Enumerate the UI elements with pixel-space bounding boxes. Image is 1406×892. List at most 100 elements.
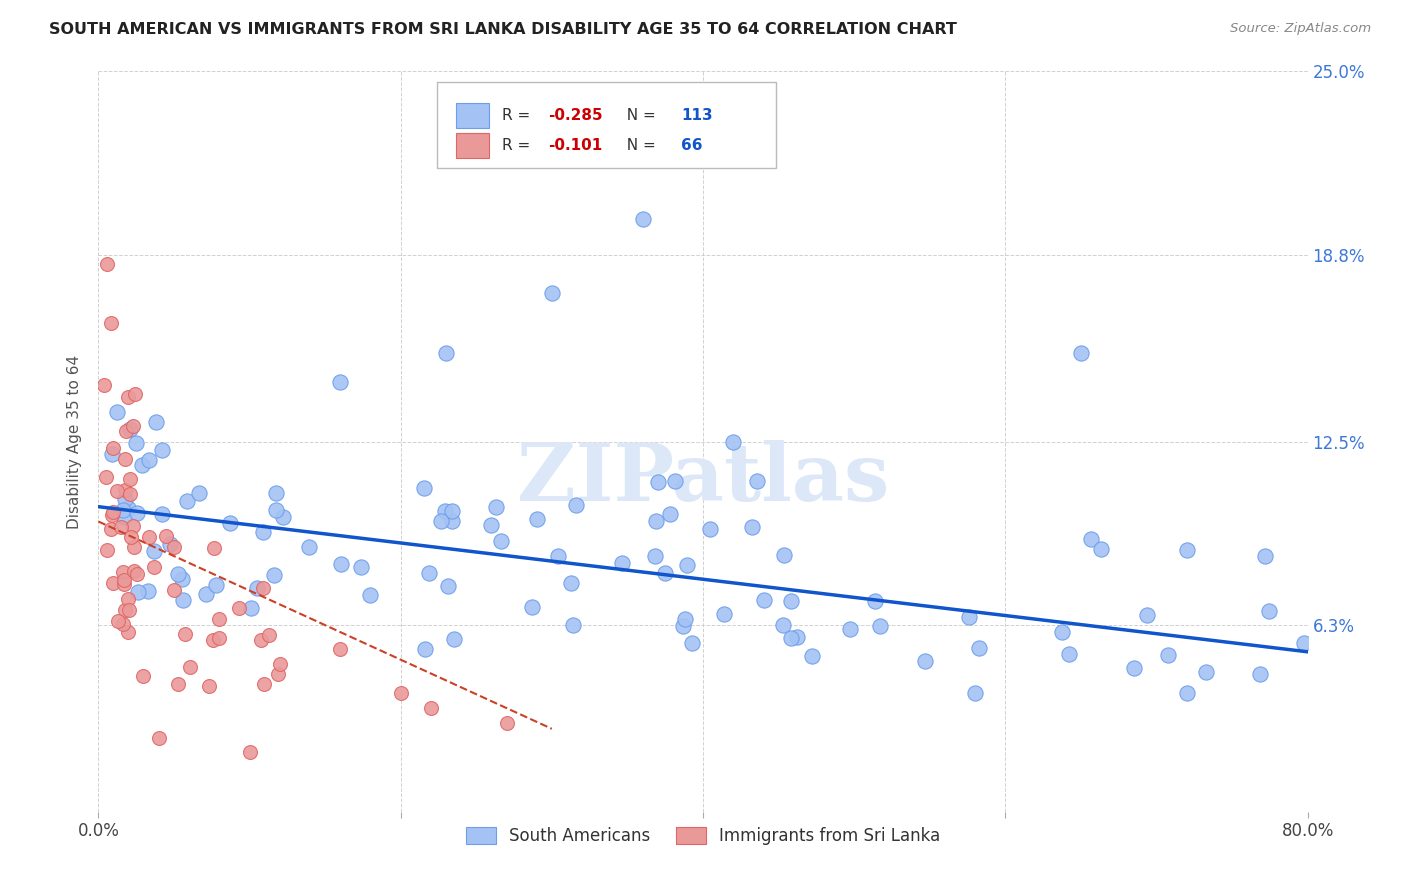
FancyBboxPatch shape [437, 82, 776, 168]
Text: 113: 113 [682, 108, 713, 123]
Point [786, 630, 808, 644]
Point [101, 447, 124, 461]
Point [259, 628, 281, 642]
Point [413, 641, 436, 656]
Point [647, 475, 669, 489]
Point [101, 505, 124, 519]
Point [111, 617, 134, 632]
Point [1080, 532, 1102, 546]
Point [612, 556, 634, 570]
FancyBboxPatch shape [457, 103, 489, 128]
Point [664, 475, 686, 489]
Point [122, 540, 145, 554]
Point [252, 524, 274, 539]
Point [187, 486, 209, 500]
Point [167, 567, 190, 582]
Text: R =: R = [502, 138, 536, 153]
Point [100, 316, 122, 330]
Point [152, 442, 174, 457]
Point [838, 623, 860, 637]
Point [202, 541, 225, 555]
Text: SOUTH AMERICAN VS IMMIGRANTS FROM SRI LANKA DISABILITY AGE 35 TO 64 CORRELATION : SOUTH AMERICAN VS IMMIGRANTS FROM SRI LA… [49, 22, 957, 37]
Point [105, 405, 128, 419]
Point [120, 472, 142, 486]
Point [434, 345, 457, 359]
Point [131, 669, 153, 683]
Point [420, 701, 443, 715]
Point [118, 422, 141, 436]
Point [96, 469, 118, 483]
Point [170, 572, 193, 586]
Point [440, 514, 463, 528]
Text: ZIPatlas: ZIPatlas [517, 440, 889, 517]
Point [252, 582, 274, 596]
Point [526, 512, 548, 526]
Point [103, 576, 125, 591]
Point [110, 520, 132, 534]
Point [1175, 686, 1198, 700]
Text: R =: R = [502, 108, 536, 123]
Y-axis label: Disability Age 35 to 64: Disability Age 35 to 64 [67, 354, 83, 529]
Point [179, 660, 201, 674]
Point [120, 487, 142, 501]
Point [441, 503, 464, 517]
Point [114, 452, 136, 467]
Point [107, 614, 129, 628]
Point [173, 627, 195, 641]
Point [713, 607, 735, 621]
Point [780, 632, 803, 646]
Point [479, 518, 502, 533]
Point [418, 566, 440, 580]
Point [436, 579, 458, 593]
Point [240, 600, 263, 615]
Point [779, 593, 801, 607]
Point [111, 503, 134, 517]
Point [264, 486, 287, 500]
Point [117, 501, 139, 516]
Point [1249, 667, 1271, 681]
Point [197, 679, 219, 693]
Point [741, 520, 763, 534]
Point [228, 601, 250, 615]
Point [112, 573, 135, 587]
Point [121, 419, 143, 434]
Point [773, 549, 796, 563]
Point [111, 565, 134, 579]
Point [673, 612, 696, 626]
Point [100, 522, 122, 536]
Point [485, 500, 508, 515]
Point [433, 504, 456, 518]
Point [271, 510, 294, 524]
Point [1253, 549, 1275, 563]
Point [965, 686, 987, 700]
Point [957, 609, 980, 624]
Point [869, 619, 891, 633]
Point [114, 602, 136, 616]
Point [263, 568, 285, 582]
Point [1123, 661, 1146, 675]
Point [101, 508, 124, 522]
Text: N =: N = [617, 108, 661, 123]
Point [125, 436, 148, 450]
Point [329, 641, 352, 656]
Point [1175, 543, 1198, 558]
Point [125, 566, 148, 581]
Point [359, 589, 381, 603]
Point [159, 537, 181, 551]
Point [142, 559, 165, 574]
Point [491, 533, 513, 548]
Point [681, 636, 703, 650]
Point [329, 376, 352, 390]
Point [176, 493, 198, 508]
Point [443, 632, 465, 646]
Point [239, 746, 262, 760]
Legend: South Americans, Immigrants from Sri Lanka: South Americans, Immigrants from Sri Lan… [460, 820, 946, 852]
Point [560, 576, 582, 591]
Point [752, 593, 775, 607]
Point [914, 654, 936, 668]
Point [138, 530, 160, 544]
Point [644, 549, 666, 563]
Point [148, 731, 170, 745]
Text: -0.101: -0.101 [548, 138, 603, 153]
Point [547, 549, 569, 563]
